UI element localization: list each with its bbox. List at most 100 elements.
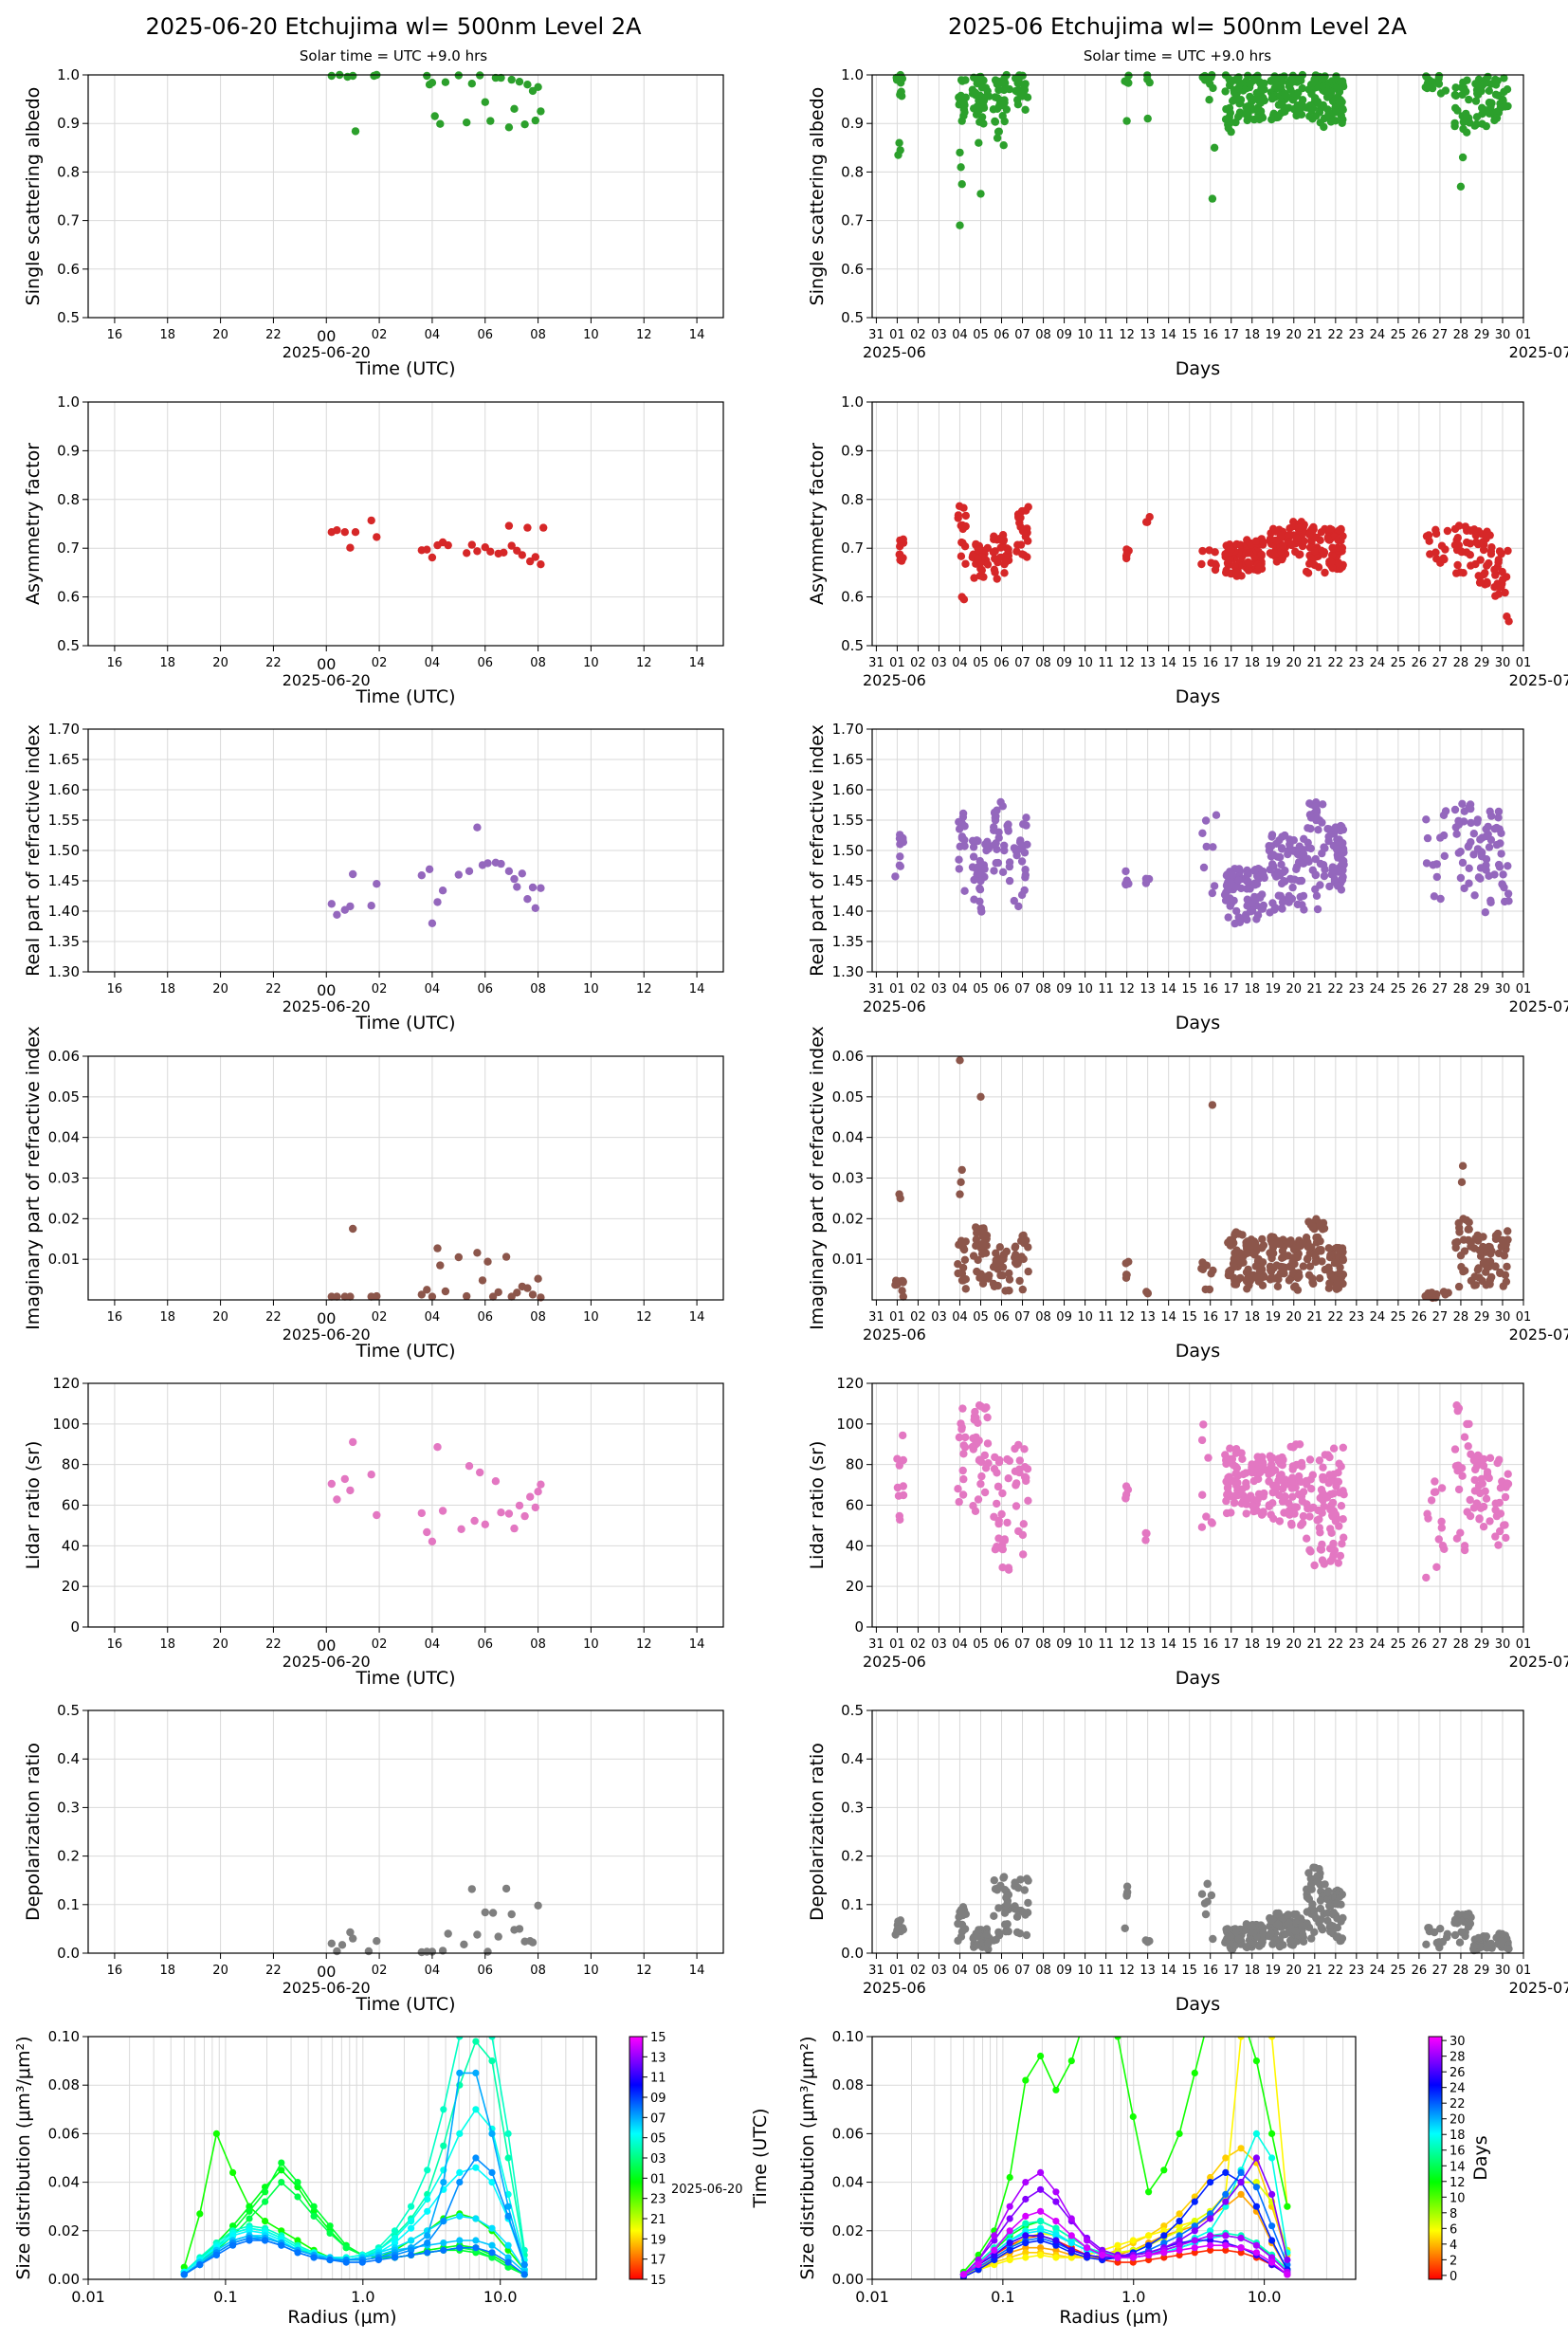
y-tick-label: 0.02 — [832, 2222, 864, 2239]
data-point — [1281, 867, 1289, 875]
data-point — [1476, 1489, 1485, 1498]
y-tick-label: 0.4 — [57, 1750, 80, 1767]
data-point — [989, 548, 998, 557]
data-point — [349, 1437, 357, 1447]
data-point — [1451, 83, 1460, 92]
data-point — [1310, 1561, 1319, 1570]
data-point — [1145, 1937, 1154, 1946]
size-series-point — [488, 2168, 496, 2176]
data-point — [1257, 550, 1266, 559]
data-point — [1324, 825, 1334, 833]
data-point — [1208, 888, 1217, 898]
data-point — [500, 548, 508, 557]
size-series-point — [1252, 2154, 1260, 2162]
data-point — [1486, 550, 1496, 558]
data-point — [1202, 1512, 1211, 1521]
y-axis-label: Asymmetry factor — [23, 443, 44, 605]
data-point — [373, 1510, 381, 1520]
size-series-point — [440, 2179, 447, 2186]
data-point — [957, 117, 966, 125]
size-series-point — [1237, 2168, 1245, 2176]
data-point — [1497, 850, 1505, 858]
data-point — [1122, 550, 1131, 558]
data-point — [992, 1259, 1000, 1268]
data-point — [1328, 1511, 1337, 1520]
data-point — [1501, 1521, 1509, 1529]
data-point — [984, 1459, 993, 1468]
data-point — [1498, 880, 1506, 888]
data-point — [1482, 1494, 1491, 1503]
data-point — [1268, 1453, 1277, 1462]
data-point — [1276, 531, 1285, 540]
y-tick-label: 0.02 — [48, 2222, 80, 2239]
y-tick-label: 1.60 — [832, 781, 864, 798]
data-point — [1305, 1455, 1315, 1464]
data-point — [340, 1474, 349, 1484]
data-point — [1479, 1258, 1488, 1268]
data-point — [1021, 873, 1030, 882]
data-point — [1474, 873, 1484, 882]
data-point — [1492, 840, 1502, 850]
x-date-label: 2025-06 — [863, 1653, 926, 1671]
data-point — [1256, 1468, 1265, 1477]
data-point — [1458, 858, 1468, 868]
data-point — [1294, 1490, 1304, 1499]
data-point — [534, 1488, 542, 1496]
colorbar-tick-label: 21 — [650, 2213, 666, 2227]
data-point — [1483, 1468, 1492, 1476]
data-point — [1234, 1934, 1243, 1944]
size-series-point — [975, 2261, 982, 2269]
data-point — [1212, 561, 1220, 570]
data-point — [1439, 554, 1448, 562]
data-point — [1019, 1908, 1028, 1917]
data-point — [961, 1433, 970, 1442]
data-point — [1494, 556, 1504, 564]
data-point — [1437, 541, 1447, 550]
x-tick-label: 15 — [1181, 1310, 1197, 1325]
data-point — [1308, 1471, 1318, 1479]
data-point — [1477, 1474, 1486, 1484]
x-tick-label: 07 — [1014, 1637, 1030, 1652]
data-point — [1323, 1888, 1332, 1897]
data-point — [998, 1263, 1008, 1271]
data-point — [1224, 556, 1232, 564]
data-point — [1278, 1497, 1287, 1506]
data-point — [1292, 863, 1302, 871]
x-tick-label: 18 — [159, 1964, 175, 1978]
data-point — [1327, 87, 1336, 97]
x-tick-label: 31 — [868, 1637, 884, 1652]
size-series-point — [1191, 2222, 1198, 2230]
data-point — [1143, 1289, 1153, 1298]
colorbar-tick-label: 2 — [1449, 2254, 1457, 2268]
y-tick-label: 0.9 — [57, 442, 80, 459]
data-point — [1436, 894, 1445, 904]
y-tick-label: 0.5 — [841, 637, 864, 654]
data-point — [1481, 908, 1490, 917]
data-point — [534, 82, 542, 92]
x-tick-label: 22 — [265, 982, 282, 996]
data-point — [1268, 1940, 1277, 1948]
y-tick-label: 120 — [52, 1375, 80, 1392]
size-series-point — [1176, 2130, 1183, 2137]
data-point — [1249, 95, 1258, 104]
data-point — [1432, 872, 1442, 882]
data-point — [1437, 1524, 1447, 1532]
size-series-point — [1052, 2188, 1060, 2196]
y-tick-label: 1.55 — [832, 812, 864, 829]
y-tick-label: 0.3 — [57, 1799, 80, 1816]
x-tick-label: 16 — [107, 1637, 123, 1652]
data-point — [899, 1431, 907, 1440]
x-tick-label: 15 — [1181, 1964, 1197, 1978]
data-point — [1279, 1484, 1287, 1493]
x-tick-label: 11 — [1098, 1310, 1114, 1325]
data-point — [1121, 77, 1129, 85]
data-point — [1285, 1510, 1294, 1519]
data-point — [1486, 812, 1496, 820]
x-tick-label: 16 — [1202, 982, 1218, 996]
y-tick-label: 0.1 — [841, 1896, 864, 1913]
x-tick-label: 23 — [1349, 656, 1365, 670]
data-point — [1431, 1477, 1439, 1486]
data-point — [1422, 859, 1431, 868]
data-point — [1462, 109, 1470, 119]
x-tick-label: 24 — [1370, 656, 1386, 670]
